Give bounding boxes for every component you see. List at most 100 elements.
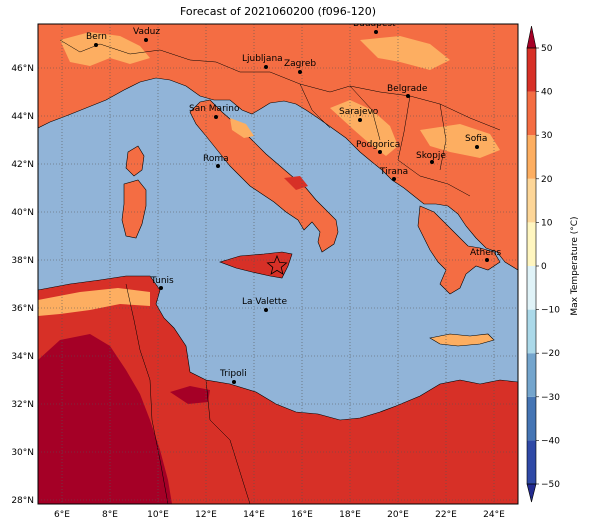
star-marker [266, 254, 288, 275]
city-label-budapest: Budapest [353, 19, 396, 29]
colorbar-tick-label: 20 [541, 175, 553, 185]
colorbar-segment [527, 440, 536, 484]
city-label-roma: Roma [203, 154, 229, 164]
lon-tick-label: 22°E [435, 510, 457, 520]
city-label-zagreb: Zagreb [284, 59, 316, 69]
land-europe [38, 24, 518, 271]
city-markers: Bern Vaduz Budapest Ljubljana Zagreb Bel… [86, 19, 501, 384]
land-very-hot [38, 334, 172, 504]
city-dot-la-valette [264, 308, 268, 312]
alps-mild [60, 32, 150, 66]
lon-tick-label: 8°E [102, 510, 118, 520]
lat-tick-label: 32°N [11, 400, 34, 410]
lat-tick-label: 38°N [11, 256, 34, 266]
borders [59, 39, 501, 504]
lon-tick-label: 12°E [195, 510, 217, 520]
city-label-ljubljana: Ljubljana [242, 54, 283, 64]
apennine-mild [230, 118, 254, 138]
colorbar-segment [527, 266, 536, 310]
colorbar-bottom-arrow [526, 483, 537, 503]
colorbar-tick-label: −10 [541, 306, 560, 316]
city-dot-sarajevo [358, 118, 362, 122]
colorbar-segment [527, 48, 536, 92]
lat-tick-label: 28°N [11, 496, 34, 506]
colorbar: −50 −40 −30 −20 −10 0 10 20 30 40 50 Max Temperatu… [526, 25, 580, 503]
city-dot-skopje [430, 160, 434, 164]
colorbar-ticks: −50 −40 −30 −20 −10 0 10 20 30 40 50 [536, 44, 560, 490]
colorbar-tick-label: −20 [541, 349, 560, 359]
city-dot-tirana [392, 177, 396, 181]
lat-tick-label: 44°N [11, 112, 34, 122]
carpathian-mild [360, 36, 450, 70]
lat-tick-label: 40°N [11, 208, 34, 218]
lat-tick-label: 46°N [11, 64, 34, 74]
colorbar-segment [527, 353, 536, 397]
colorbar-segment [527, 135, 536, 179]
colorbar-tick-label: 10 [541, 218, 553, 228]
land-corsica [125, 145, 145, 177]
city-dot-budapest [374, 30, 378, 34]
city-label-skopje: Skopje [416, 151, 446, 161]
lon-tick-label: 14°E [243, 510, 265, 520]
land-mild-band [38, 288, 150, 316]
colorbar-segments [527, 48, 536, 484]
y-axis: 46°N 44°N 42°N 40°N 38°N 36°N 34°N 32°N … [11, 64, 34, 506]
city-label-vaduz: Vaduz [133, 27, 160, 37]
city-dot-zagreb [298, 70, 302, 74]
city-label-sarajevo: Sarajevo [339, 107, 379, 117]
colorbar-top-arrow [526, 25, 537, 49]
x-axis: 6°E 8°E 10°E 12°E 14°E 16°E 18°E 20°E 22… [54, 510, 505, 520]
city-label-la-valette: La Valette [242, 297, 287, 307]
land-italy [189, 99, 339, 253]
lon-tick-label: 10°E [147, 510, 169, 520]
map-title: Forecast of 2021060200 (f096-120) [179, 5, 377, 18]
land-very-hot-2 [170, 386, 210, 404]
colorbar-tick-label: 50 [541, 44, 553, 54]
city-label-tirana: Tirana [379, 167, 408, 177]
city-label-bern: Bern [86, 32, 107, 42]
city-label-podgorica: Podgorica [356, 140, 400, 150]
colorbar-tick-label: −30 [541, 393, 560, 403]
colorbar-segment [527, 178, 536, 223]
lat-tick-label: 36°N [11, 304, 34, 314]
city-label-athens: Athens [470, 248, 501, 258]
land-greece [417, 205, 501, 295]
city-label-belgrade: Belgrade [387, 84, 428, 94]
city-dot-roma [216, 164, 220, 168]
lat-tick-label: 42°N [11, 160, 34, 170]
city-label-tunis: Tunis [150, 276, 174, 286]
city-label-sofia: Sofia [465, 134, 487, 144]
colorbar-segment [527, 222, 536, 266]
map-plot: Bern Vaduz Budapest Ljubljana Zagreb Bel… [38, 19, 518, 504]
lon-tick-label: 20°E [387, 510, 409, 520]
map-frame [37, 23, 519, 505]
city-dot-ljubljana [264, 65, 268, 69]
lat-tick-label: 30°N [11, 448, 34, 458]
balkan-mild [420, 124, 500, 158]
dinaric-mild [330, 100, 398, 156]
city-dot-podgorica [378, 150, 382, 154]
lon-tick-label: 24°E [483, 510, 505, 520]
lon-tick-label: 6°E [54, 510, 70, 520]
city-dot-tunis [159, 286, 163, 290]
city-label-tripoli: Tripoli [219, 369, 247, 379]
colorbar-tick-label: 30 [541, 131, 553, 141]
city-dot-tripoli [232, 380, 236, 384]
city-dot-bern [94, 43, 98, 47]
city-label-san-marino: San Marino [189, 104, 240, 114]
colorbar-tick-label: −40 [541, 436, 560, 446]
colorbar-tick-label: 40 [541, 88, 553, 98]
lat-tick-label: 34°N [11, 352, 34, 362]
city-dot-athens [485, 258, 489, 262]
city-dot-san-marino [214, 115, 218, 119]
colorbar-segment [527, 396, 536, 441]
colorbar-segment [527, 309, 536, 354]
city-dot-belgrade [406, 94, 410, 98]
colorbar-tick-label: −50 [541, 480, 560, 490]
colorbar-label: Max Temperature (°C) [570, 216, 580, 315]
colorbar-tick-label: 0 [541, 262, 547, 272]
city-dot-vaduz [144, 38, 148, 42]
lon-tick-label: 18°E [339, 510, 361, 520]
city-dot-sofia [475, 145, 479, 149]
